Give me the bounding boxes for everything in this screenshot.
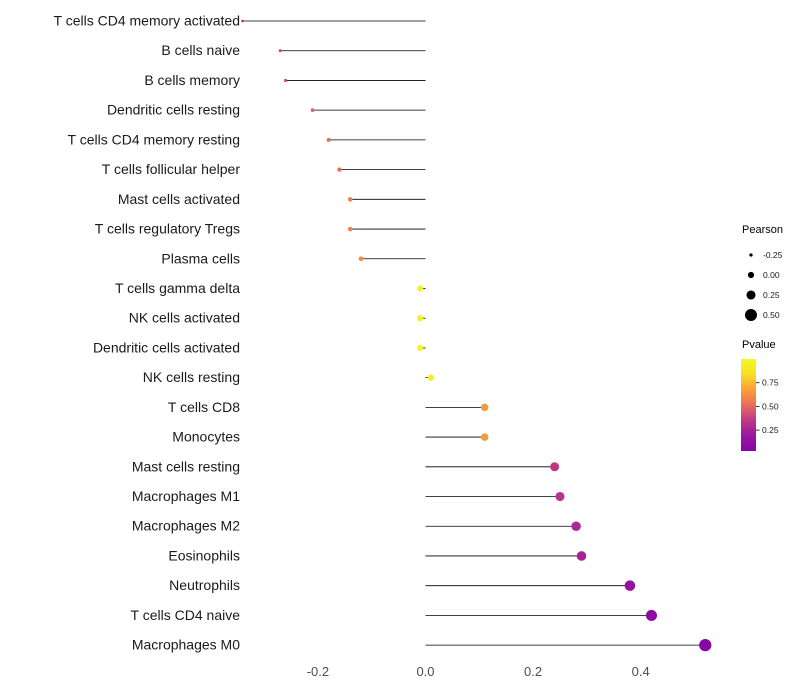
size-legend-dot <box>746 290 756 300</box>
category-label: Macrophages M0 <box>132 637 240 653</box>
lollipop-row: Eosinophils <box>168 547 587 563</box>
size-legend-label: -0.25 <box>763 250 783 260</box>
lollipop-dot <box>417 344 424 351</box>
lollipop-row: Macrophages M0 <box>132 637 712 653</box>
color-legend-label: 0.25 <box>762 425 779 435</box>
category-label: NK cells activated <box>129 310 240 326</box>
lollipop-dot <box>427 374 435 381</box>
size-legend-label: 0.25 <box>763 290 780 300</box>
lollipop-row: Plasma cells <box>161 250 426 266</box>
lollipop-dot <box>480 433 489 441</box>
category-label: Eosinophils <box>168 547 240 563</box>
plot-area: T cells CD4 memory activated B cells naiv… <box>54 13 712 653</box>
lollipop-dot <box>480 403 489 412</box>
lollipop-row: T cells CD4 memory activated <box>54 13 426 29</box>
category-label: Mast cells resting <box>132 458 240 474</box>
x-axis: -0.2 0.0 0.2 0.4 <box>307 664 650 679</box>
lollipop-row: Mast cells activated <box>118 191 426 207</box>
category-label: B cells naive <box>161 42 240 58</box>
lollipop-row: Dendritic cells resting <box>107 102 426 118</box>
lollipop-dot <box>624 580 636 591</box>
x-tick-label: 0.4 <box>632 664 650 679</box>
lollipop-dot <box>550 462 560 472</box>
category-label: Macrophages M1 <box>132 488 240 504</box>
lollipop-row: B cells memory <box>144 72 426 88</box>
category-label: T cells gamma delta <box>115 280 240 296</box>
category-label: Mast cells activated <box>118 191 240 207</box>
lollipop-dot <box>699 639 712 652</box>
category-label: Dendritic cells resting <box>107 102 240 118</box>
size-legend-dot <box>749 253 753 257</box>
lollipop-row: T cells CD4 naive <box>131 607 657 623</box>
lollipop-row: T cells follicular helper <box>102 161 426 177</box>
lollipop-dot <box>241 19 244 23</box>
lollipop-dot <box>284 78 288 83</box>
category-label: NK cells resting <box>143 369 240 385</box>
lollipop-dot <box>645 609 657 621</box>
size-legend-title: Pearson <box>742 224 783 236</box>
category-label: T cells CD4 memory activated <box>54 13 240 29</box>
lollipop-row: Dendritic cells activated <box>93 339 426 355</box>
lollipop-row: T cells CD8 <box>168 399 489 415</box>
size-legend-dot <box>745 309 757 321</box>
lollipop-row: NK cells resting <box>143 369 435 385</box>
lollipop-row: Macrophages M2 <box>132 518 581 534</box>
color-legend-label: 0.50 <box>762 401 779 411</box>
size-legend-label: 0.00 <box>763 270 780 280</box>
lollipop-dot <box>417 315 424 322</box>
category-label: Neutrophils <box>169 577 240 593</box>
lollipop-dot <box>555 491 565 502</box>
lollipop-dot <box>571 521 581 531</box>
lollipop-row: B cells naive <box>161 42 426 58</box>
lollipop-dot <box>576 551 587 561</box>
lollipop-row: T cells CD4 memory resting <box>68 131 426 147</box>
lollipop-dot <box>347 226 353 232</box>
category-label: Dendritic cells activated <box>93 339 240 355</box>
color-legend-label: 0.75 <box>762 378 779 388</box>
category-label: T cells CD4 memory resting <box>68 131 240 147</box>
lollipop-row: T cells gamma delta <box>115 280 426 296</box>
lollipop-row: NK cells activated <box>129 310 426 326</box>
color-legend-title: Pvalue <box>742 339 776 351</box>
category-label: Monocytes <box>172 429 240 445</box>
pvalue-gradient-bar <box>741 359 756 451</box>
lollipop-row: Neutrophils <box>169 577 636 593</box>
category-label: B cells memory <box>144 72 240 88</box>
x-tick-label: -0.2 <box>307 664 329 679</box>
category-label: T cells CD4 naive <box>131 607 241 623</box>
category-label: T cells follicular helper <box>102 161 241 177</box>
lollipop-dot <box>310 108 315 113</box>
lollipop-row: Macrophages M1 <box>132 488 565 504</box>
category-label: Macrophages M2 <box>132 518 240 534</box>
lollipop-dot <box>337 167 342 172</box>
lollipop-row: Monocytes <box>172 429 489 445</box>
lollipop-dot <box>358 256 364 262</box>
color-legend: Pvalue 0.75 0.50 0.25 <box>741 339 779 451</box>
lollipop-dot <box>278 49 282 53</box>
lollipop-dot <box>326 137 331 142</box>
x-tick-label: 0.2 <box>524 664 542 679</box>
category-label: T cells CD8 <box>168 399 240 415</box>
x-tick-label: 0.0 <box>416 664 434 679</box>
size-legend-dot <box>747 271 755 279</box>
size-legend-label: 0.50 <box>763 310 780 320</box>
size-legend: Pearson -0.25 0.00 0.25 0.50 <box>742 224 783 321</box>
lollipop-row: Mast cells resting <box>132 458 560 474</box>
lollipop-row: T cells regulatory Tregs <box>95 221 426 237</box>
lollipop-dot <box>347 197 353 202</box>
category-label: T cells regulatory Tregs <box>95 221 240 237</box>
lollipop-dot <box>417 285 424 292</box>
category-label: Plasma cells <box>161 250 240 266</box>
